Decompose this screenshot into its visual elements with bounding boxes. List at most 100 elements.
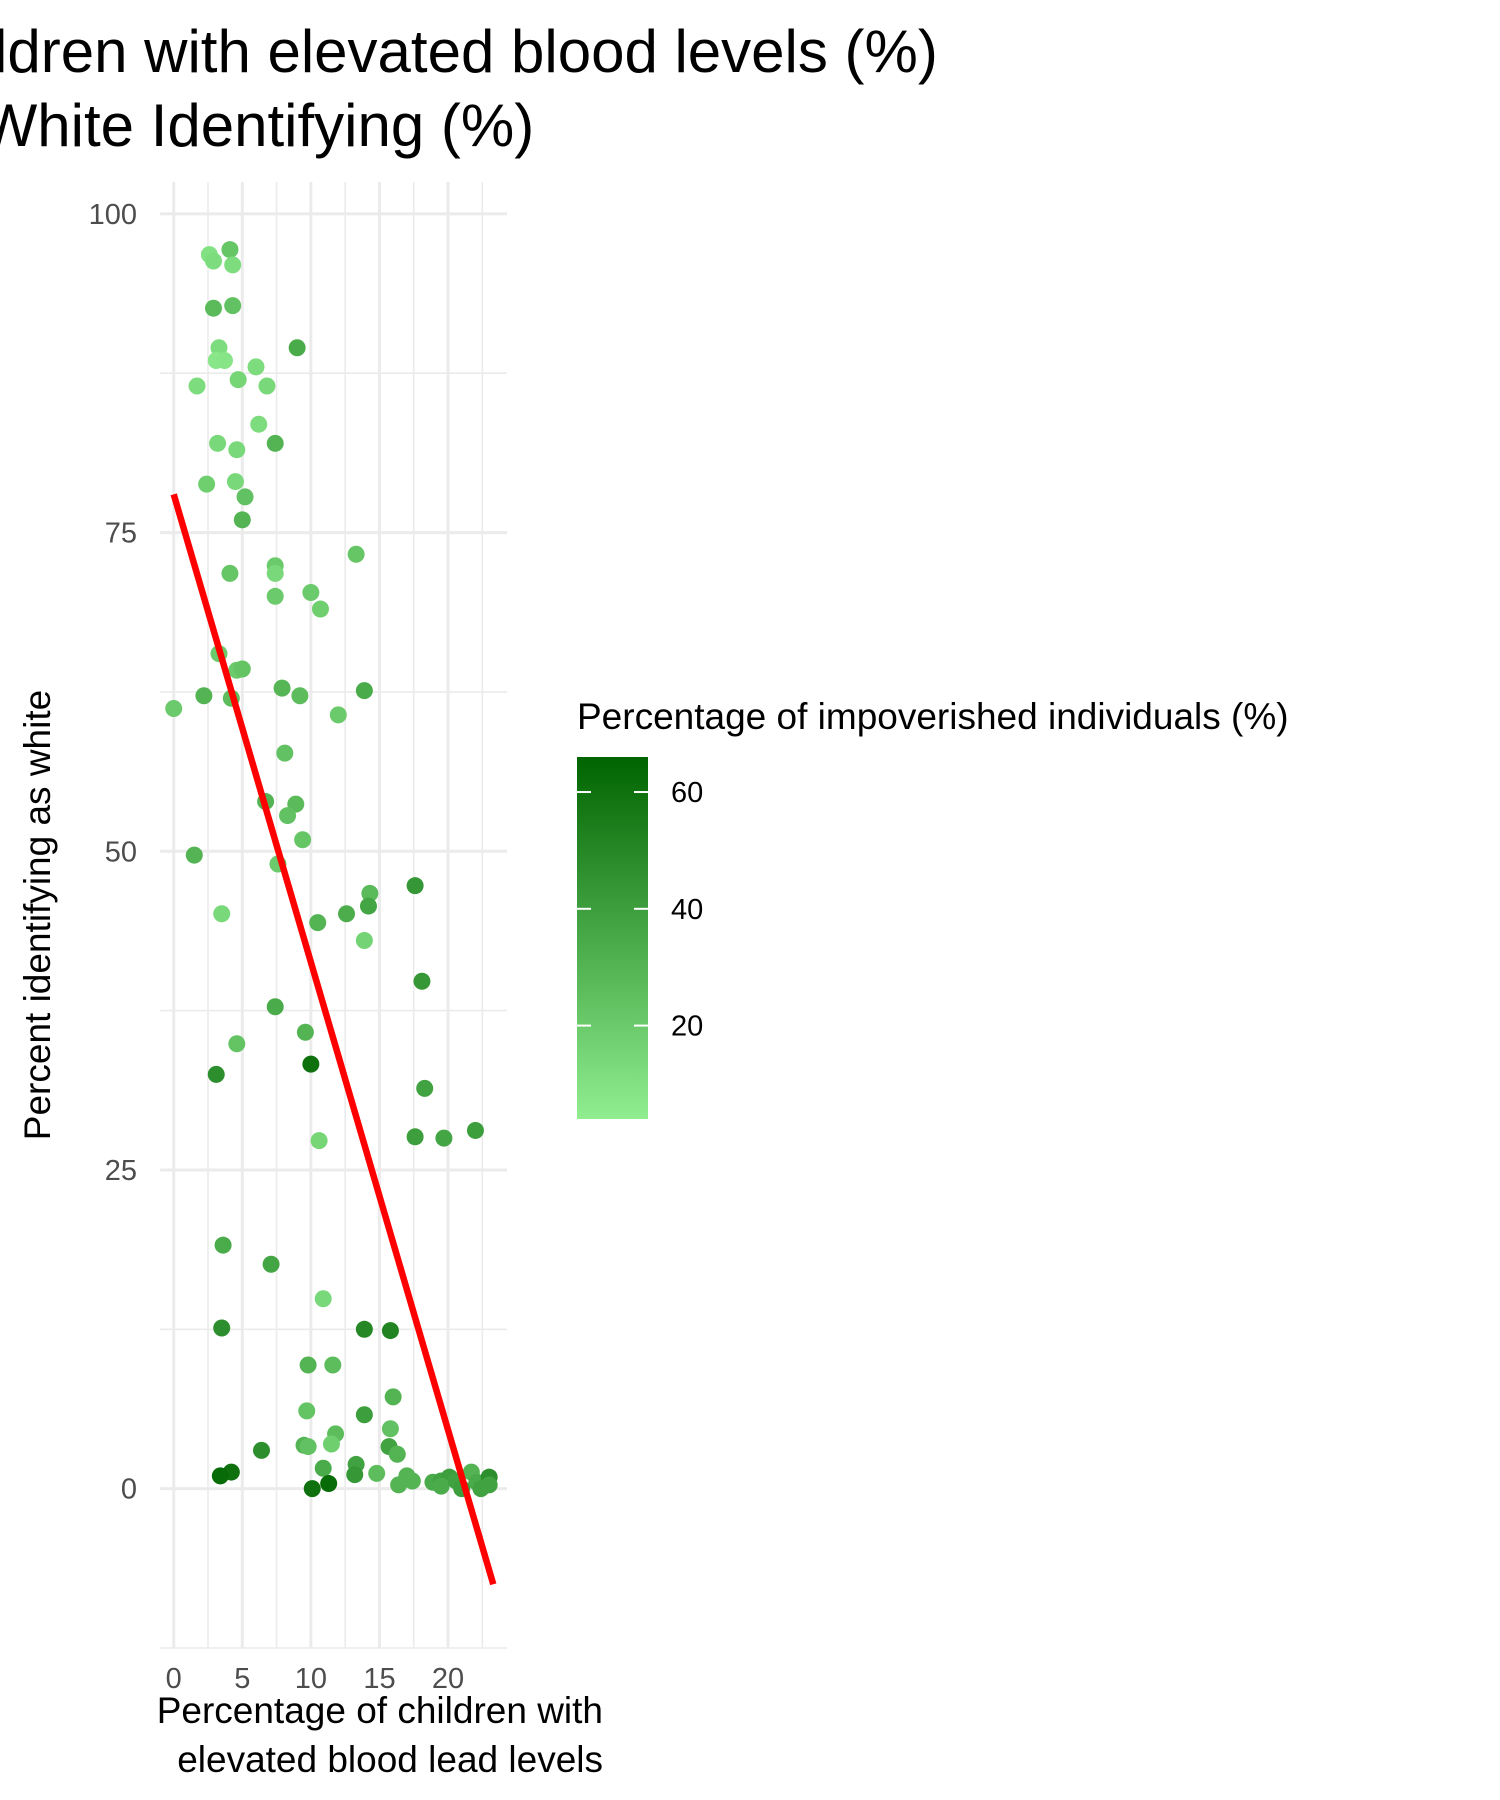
data-point bbox=[266, 998, 284, 1016]
plot-grid bbox=[160, 182, 507, 1649]
data-point bbox=[311, 600, 329, 618]
x-tick-label: 0 bbox=[166, 1663, 182, 1695]
data-point bbox=[279, 807, 297, 825]
data-point bbox=[384, 1388, 402, 1406]
data-point bbox=[381, 1420, 399, 1438]
data-point bbox=[233, 511, 251, 529]
data-point bbox=[310, 1132, 328, 1150]
y-axis-ticks: 0 25 50 75 100 bbox=[89, 199, 137, 1506]
data-point bbox=[228, 441, 246, 459]
data-point bbox=[221, 564, 239, 582]
chart-title-line-1: Children with elevated blood levels (%) bbox=[0, 18, 938, 85]
data-point bbox=[320, 1475, 338, 1493]
data-point bbox=[406, 1128, 424, 1146]
y-tick-label: 100 bbox=[89, 199, 137, 231]
data-point bbox=[322, 1435, 340, 1453]
data-point bbox=[204, 252, 222, 270]
x-axis-ticks: 0 5 10 15 20 bbox=[166, 1663, 465, 1695]
data-point bbox=[480, 1476, 498, 1494]
data-point bbox=[229, 371, 247, 389]
data-point bbox=[406, 877, 424, 895]
data-point bbox=[413, 972, 431, 990]
legend-ticks: 20 40 60 bbox=[577, 777, 703, 1043]
data-point bbox=[466, 1121, 484, 1139]
data-point bbox=[329, 706, 347, 724]
legend-tick-label: 60 bbox=[671, 777, 703, 809]
y-tick-label: 25 bbox=[105, 1155, 137, 1187]
data-point bbox=[355, 931, 373, 949]
data-point bbox=[250, 415, 268, 433]
data-point bbox=[247, 358, 265, 376]
x-tick-label: 20 bbox=[432, 1663, 464, 1695]
data-point bbox=[294, 831, 312, 849]
y-tick-label: 0 bbox=[121, 1474, 137, 1506]
data-point bbox=[224, 256, 242, 274]
chart-title-line-2: vs White Identifying (%) bbox=[0, 92, 534, 159]
legend-tick-label: 40 bbox=[671, 894, 703, 926]
data-point bbox=[302, 1055, 320, 1073]
trend-line bbox=[170, 493, 497, 1586]
data-point bbox=[211, 1467, 229, 1485]
data-point bbox=[355, 1406, 373, 1424]
legend-tick-label: 20 bbox=[671, 1011, 703, 1043]
data-point bbox=[416, 1079, 434, 1097]
data-point bbox=[188, 377, 206, 395]
data-point bbox=[338, 905, 356, 923]
data-point bbox=[299, 1356, 317, 1374]
data-point bbox=[347, 545, 365, 563]
data-point bbox=[359, 897, 377, 915]
data-point bbox=[252, 1441, 270, 1459]
data-point bbox=[314, 1459, 332, 1477]
data-point bbox=[210, 339, 228, 357]
x-tick-label: 15 bbox=[363, 1663, 395, 1695]
data-point bbox=[346, 1466, 364, 1484]
legend-title: Percentage of impoverished individuals (… bbox=[577, 696, 1289, 737]
data-point bbox=[381, 1322, 399, 1340]
color-legend: Percentage of impoverished individuals (… bbox=[577, 696, 1289, 1119]
data-point bbox=[198, 475, 216, 493]
y-tick-label: 75 bbox=[105, 518, 137, 550]
data-point bbox=[303, 1480, 321, 1498]
data-point bbox=[314, 1290, 332, 1308]
data-point bbox=[266, 434, 284, 452]
legend-colorbar bbox=[577, 757, 648, 1119]
data-point bbox=[276, 744, 294, 762]
y-axis-title: Percent identifying as white bbox=[17, 690, 58, 1140]
data-point bbox=[309, 914, 327, 932]
data-point bbox=[432, 1477, 450, 1495]
data-point bbox=[207, 1065, 225, 1083]
data-point bbox=[228, 1035, 246, 1053]
data-point bbox=[224, 297, 242, 315]
data-point bbox=[302, 583, 320, 601]
data-point bbox=[361, 884, 379, 902]
data-point bbox=[213, 905, 231, 923]
x-tick-label: 10 bbox=[295, 1663, 327, 1695]
data-point bbox=[185, 846, 203, 864]
data-point bbox=[262, 1255, 280, 1273]
data-point bbox=[403, 1472, 421, 1490]
data-point bbox=[195, 687, 213, 705]
x-axis-title-line-2: elevated blood lead levels bbox=[177, 1739, 603, 1780]
data-point bbox=[390, 1476, 408, 1494]
data-point bbox=[215, 351, 233, 369]
data-point bbox=[291, 687, 309, 705]
data-point bbox=[266, 564, 284, 582]
data-point bbox=[355, 1320, 373, 1338]
data-point bbox=[204, 299, 222, 317]
data-point bbox=[213, 1319, 231, 1337]
data-point bbox=[273, 679, 291, 697]
data-point bbox=[355, 682, 373, 700]
data-point bbox=[236, 488, 254, 506]
y-tick-label: 50 bbox=[105, 836, 137, 868]
data-point bbox=[209, 434, 227, 452]
x-tick-label: 5 bbox=[234, 1663, 250, 1695]
data-point bbox=[226, 473, 244, 491]
data-point bbox=[266, 587, 284, 605]
data-point bbox=[298, 1402, 316, 1420]
data-point bbox=[299, 1438, 317, 1456]
data-point bbox=[435, 1129, 453, 1147]
data-point bbox=[165, 699, 183, 717]
data-point bbox=[368, 1464, 386, 1482]
data-point bbox=[388, 1445, 406, 1463]
data-point bbox=[258, 377, 276, 395]
